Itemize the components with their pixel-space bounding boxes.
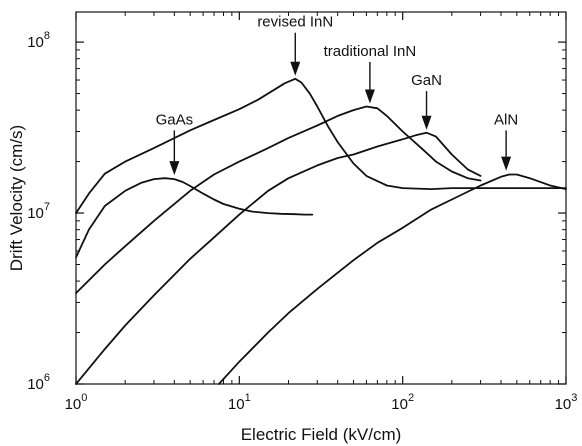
tick-labels: 100 101 102 103 106 107 108 (27, 30, 577, 413)
series-curves (75, 77, 567, 385)
annotation-3: traditional InN (324, 43, 417, 104)
annotation-5: AlN (494, 111, 518, 171)
x-tick-label: 101 (228, 392, 251, 413)
annotation-4: GaN (411, 72, 442, 130)
series-line-2 (75, 77, 567, 214)
y-tick-label: 108 (27, 30, 50, 51)
y-tick-label: 107 (27, 201, 50, 222)
series-line-3 (75, 105, 482, 294)
annotation-arrow-head (364, 89, 375, 104)
annotation-label: AlN (494, 111, 518, 128)
x-axis-title: Electric Field (kV/cm) (241, 425, 402, 444)
x-tick-label: 102 (391, 392, 414, 413)
annotation-arrow-head (169, 161, 180, 176)
y-tick-label: 106 (27, 372, 50, 393)
y-axis-title: Drift Velocity (cm/s) (7, 125, 26, 271)
annotation-arrow-head (501, 156, 512, 171)
annotation-label: GaAs (156, 111, 194, 128)
annotation-arrow-head (421, 115, 432, 130)
axis-ticks (75, 12, 567, 385)
x-tick-label: 100 (65, 392, 88, 413)
series-line-5 (218, 173, 567, 385)
annotation-label: revised InN (257, 14, 333, 31)
annotation-2: revised InN (257, 14, 333, 76)
annotation-1: GaAs (156, 111, 194, 176)
plot-frame (75, 11, 567, 385)
annotation-label: GaN (411, 72, 442, 89)
annotation-label: traditional InN (324, 43, 417, 60)
annotation-arrow-head (290, 61, 301, 76)
series-line-1 (75, 177, 314, 259)
series-line-4 (75, 131, 482, 385)
curve-annotations: GaAs revised InN traditional InN GaN AlN (156, 14, 518, 176)
x-tick-label: 103 (555, 392, 578, 413)
